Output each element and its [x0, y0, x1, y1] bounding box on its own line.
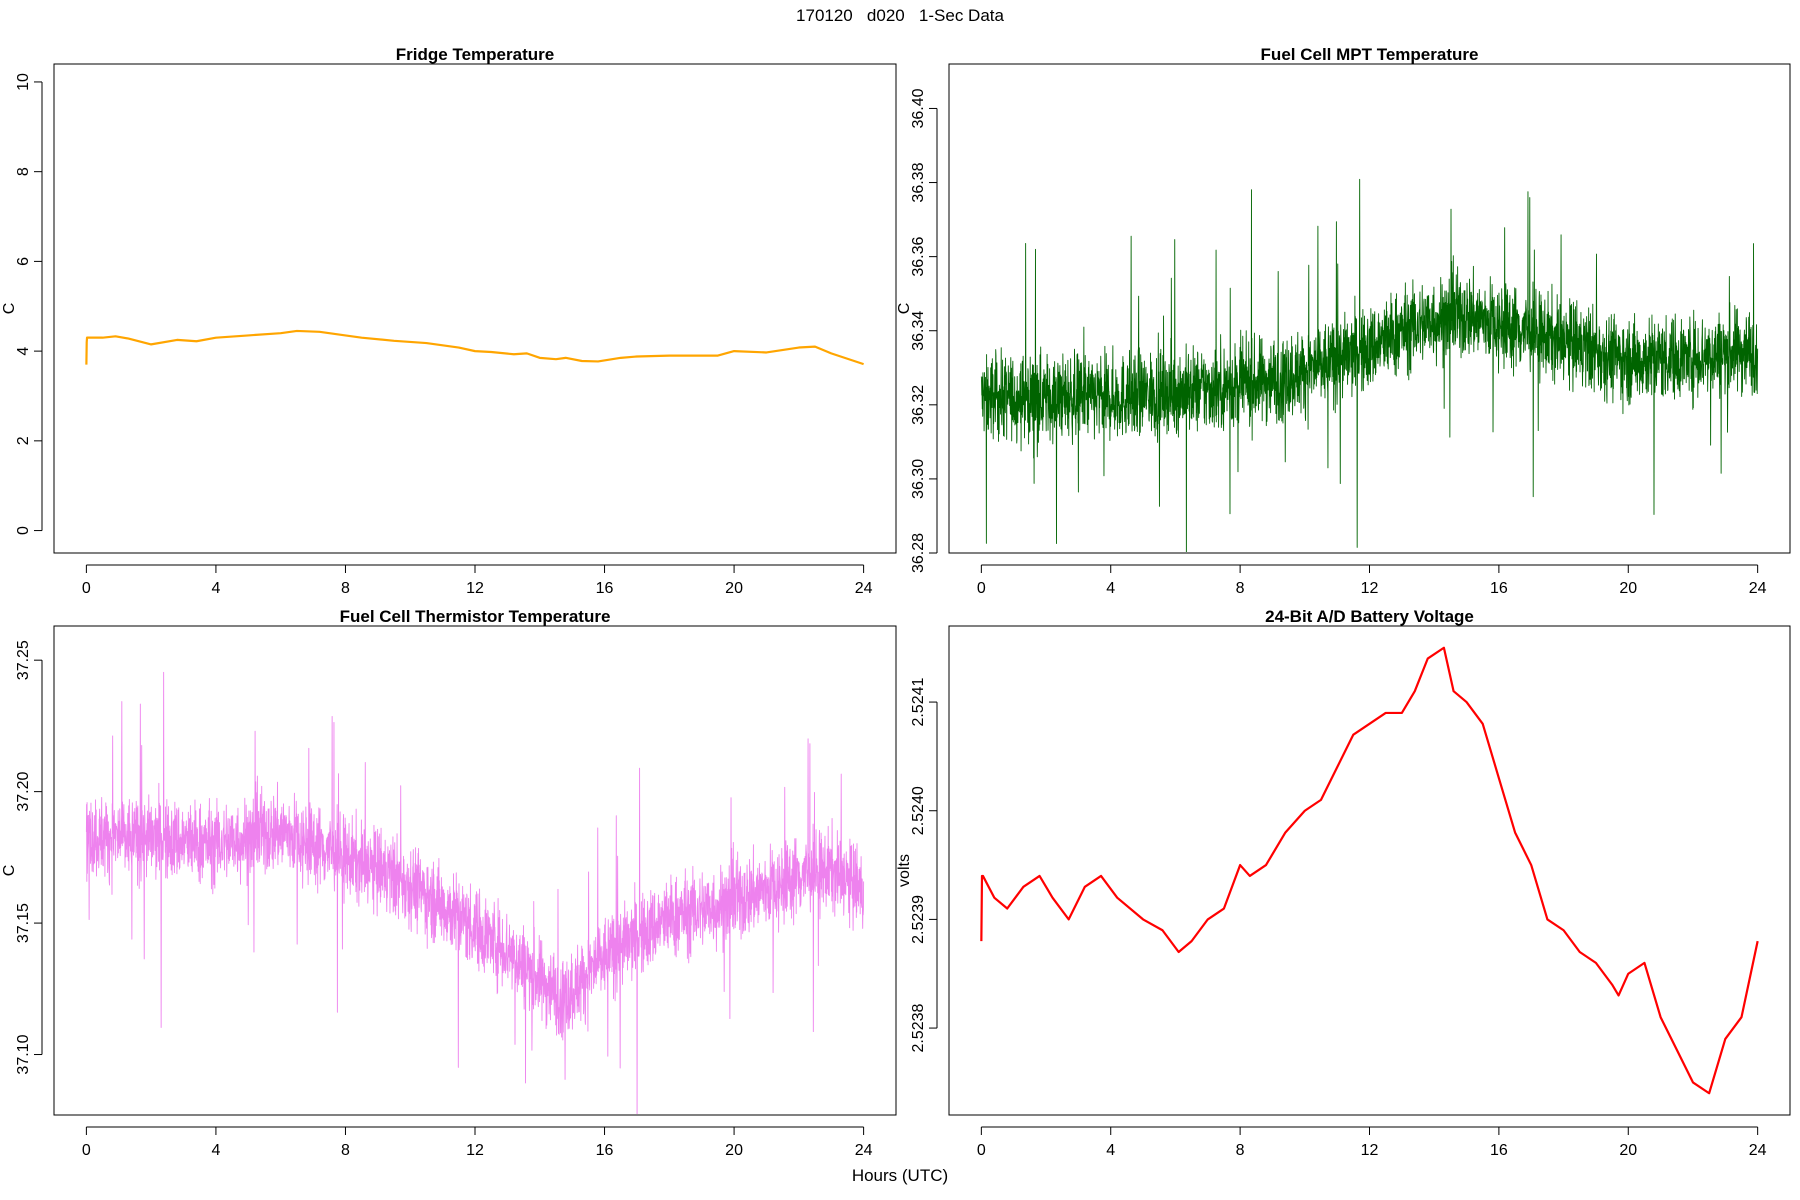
series-line — [980, 178, 1759, 552]
y-tick-label: 8 — [15, 167, 32, 176]
x-tick-label: 24 — [855, 1142, 873, 1159]
x-tick-label: 16 — [596, 1142, 614, 1159]
x-tick-label: 20 — [725, 580, 743, 597]
x-tick-label: 20 — [725, 1142, 743, 1159]
x-tick-label: 12 — [466, 1142, 484, 1159]
x-tick-label: 0 — [82, 580, 91, 597]
x-tick-label: 4 — [211, 1142, 220, 1159]
x-tick-label: 0 — [977, 1142, 986, 1159]
x-tick-label: 12 — [1361, 580, 1379, 597]
y-tick-label: 37.15 — [15, 903, 32, 943]
y-tick-label: 36.40 — [910, 88, 927, 128]
x-tick-label: 8 — [341, 1142, 350, 1159]
x-tick-label: 20 — [1619, 580, 1637, 597]
x-tick-label: 16 — [1490, 1142, 1508, 1159]
page-title: 170120 d020 1-Sec Data — [796, 6, 1004, 25]
y-axis-label: C — [1, 865, 18, 877]
x-tick-label: 4 — [1106, 580, 1115, 597]
x-tick-label: 24 — [1749, 580, 1767, 597]
y-tick-label: 2.5239 — [910, 895, 927, 944]
y-tick-label: 37.10 — [15, 1034, 32, 1074]
series-line — [85, 329, 864, 366]
plot-frame — [53, 625, 897, 1116]
series-line — [85, 671, 865, 1114]
plot-frame — [53, 63, 897, 554]
y-tick-label: 37.20 — [15, 772, 32, 812]
y-tick-label: 36.34 — [910, 311, 927, 351]
x-tick-label: 8 — [1236, 580, 1245, 597]
x-tick-label: 4 — [1106, 1142, 1115, 1159]
y-tick-label: 2.5238 — [910, 1003, 927, 1052]
y-tick-label: 0 — [15, 526, 32, 535]
y-tick-label: 4 — [15, 347, 32, 356]
y-tick-label: 10 — [15, 73, 32, 91]
y-tick-label: 36.38 — [910, 162, 927, 202]
plot-frame — [948, 625, 1791, 1116]
x-tick-label: 12 — [1361, 1142, 1379, 1159]
y-tick-label: 37.25 — [15, 640, 32, 680]
x-tick-label: 0 — [977, 580, 986, 597]
y-tick-label: 36.36 — [910, 237, 927, 277]
x-tick-label: 8 — [341, 580, 350, 597]
y-tick-label: 2.5241 — [910, 677, 927, 726]
plot-frame — [948, 63, 1791, 554]
x-tick-label: 16 — [596, 580, 614, 597]
series-line — [980, 646, 1759, 1095]
x-tick-label: 4 — [211, 580, 220, 597]
y-tick-label: 36.30 — [910, 459, 927, 499]
chart-title: Fuel Cell MPT Temperature — [1261, 45, 1479, 64]
chart-title: Fridge Temperature — [396, 45, 554, 64]
x-tick-label: 0 — [82, 1142, 91, 1159]
x-tick-label: 24 — [855, 580, 873, 597]
y-tick-label: 2 — [15, 436, 32, 445]
x-tick-label: 24 — [1749, 1142, 1767, 1159]
y-axis-label: volts — [896, 854, 913, 887]
chart-title: 24-Bit A/D Battery Voltage — [1265, 607, 1474, 626]
x-tick-label: 8 — [1236, 1142, 1245, 1159]
chart-title: Fuel Cell Thermistor Temperature — [340, 607, 611, 626]
x-tick-label: 12 — [466, 580, 484, 597]
y-axis-label: C — [896, 303, 913, 315]
y-tick-label: 2.5240 — [910, 786, 927, 835]
x-tick-label: 16 — [1490, 580, 1508, 597]
y-axis-label: C — [1, 303, 18, 315]
x-axis-caption: Hours (UTC) — [851, 1166, 949, 1185]
x-tick-label: 20 — [1619, 1142, 1637, 1159]
y-tick-label: 36.32 — [910, 385, 927, 425]
y-tick-label: 6 — [15, 257, 32, 266]
y-tick-label: 36.28 — [910, 533, 927, 573]
